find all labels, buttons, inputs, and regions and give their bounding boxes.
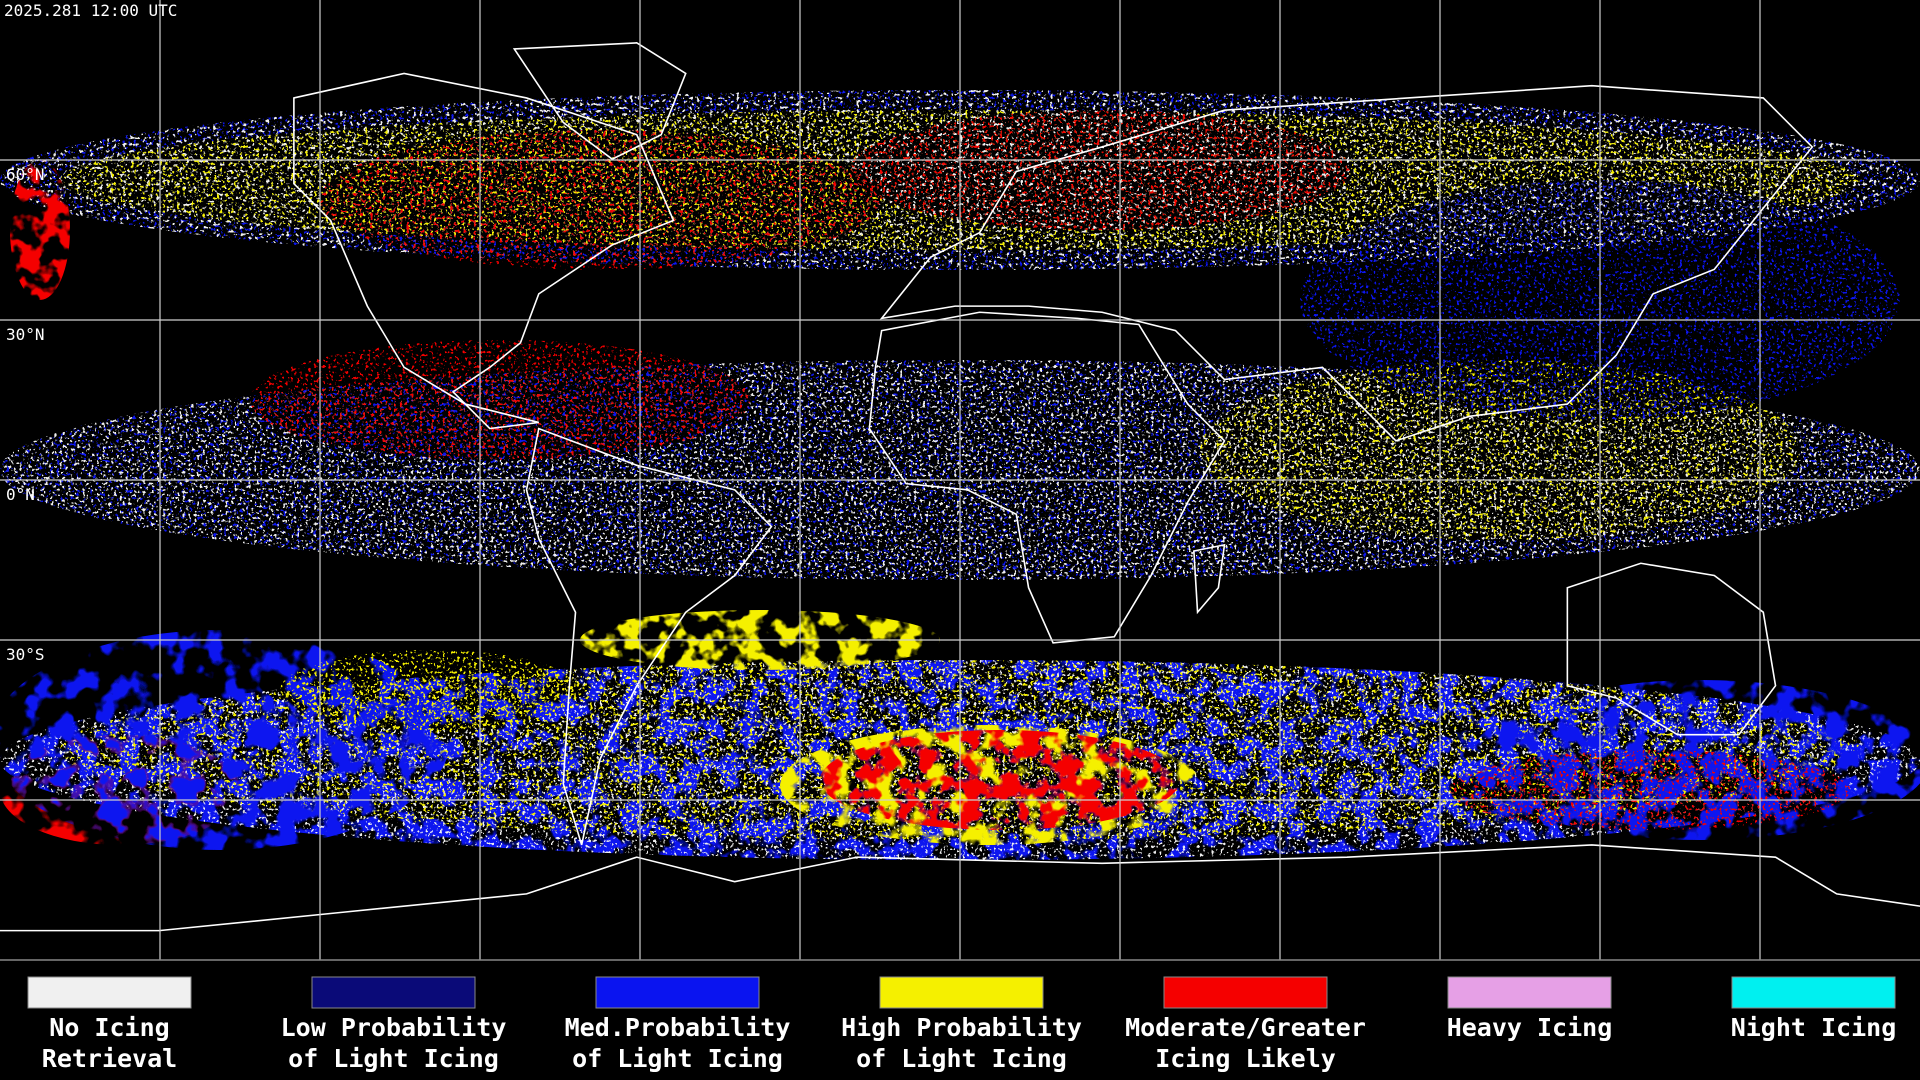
- legend-label: High Probability: [841, 1013, 1082, 1042]
- latitude-label: 30°N: [6, 325, 45, 344]
- legend-swatch: [311, 976, 476, 1009]
- icing-area: [280, 650, 580, 730]
- legend-label: Icing Likely: [1155, 1044, 1336, 1073]
- icing-area: [250, 340, 750, 460]
- icing-area: [1450, 750, 1850, 830]
- legend-label: Night Icing: [1731, 1013, 1897, 1042]
- coastline: [869, 312, 1224, 643]
- legend-label: Retrieval: [42, 1044, 177, 1073]
- coastline: [1567, 563, 1775, 734]
- coastlines: [0, 43, 1920, 931]
- icing-area: [850, 110, 1350, 230]
- legend-swatch: [879, 976, 1044, 1009]
- latitude-label: 60°N: [6, 165, 45, 184]
- legend-swatch: [1163, 976, 1328, 1009]
- legend-swatch: [595, 976, 760, 1009]
- legend-label: Heavy Icing: [1447, 1013, 1613, 1042]
- coastline: [1194, 545, 1225, 612]
- coastline: [0, 845, 1920, 931]
- coastline: [882, 86, 1813, 441]
- legend-label: of Light Icing: [856, 1044, 1067, 1073]
- coastline: [527, 429, 772, 845]
- icing-area: [10, 160, 70, 300]
- latitude-label: 0°N: [6, 485, 35, 504]
- graticule: [0, 0, 1920, 960]
- legend-swatch: [1447, 976, 1612, 1009]
- legend-swatch: [1731, 976, 1896, 1009]
- legend-label: Med.Probability: [565, 1013, 791, 1042]
- coastline: [294, 73, 674, 428]
- legend-label: of Light Icing: [288, 1044, 499, 1073]
- timestamp: 2025.281 12:00 UTC: [4, 1, 177, 20]
- icing-area: [320, 130, 880, 270]
- icing-area: [820, 730, 1180, 830]
- legend-label: Moderate/Greater: [1125, 1013, 1366, 1042]
- legend-swatch: [27, 976, 192, 1009]
- legend-label: Low Probability: [281, 1013, 507, 1042]
- legend-label: No Icing: [49, 1013, 169, 1042]
- coastline: [514, 43, 685, 159]
- legend-label: of Light Icing: [572, 1044, 783, 1073]
- latitude-label: 30°S: [6, 645, 45, 664]
